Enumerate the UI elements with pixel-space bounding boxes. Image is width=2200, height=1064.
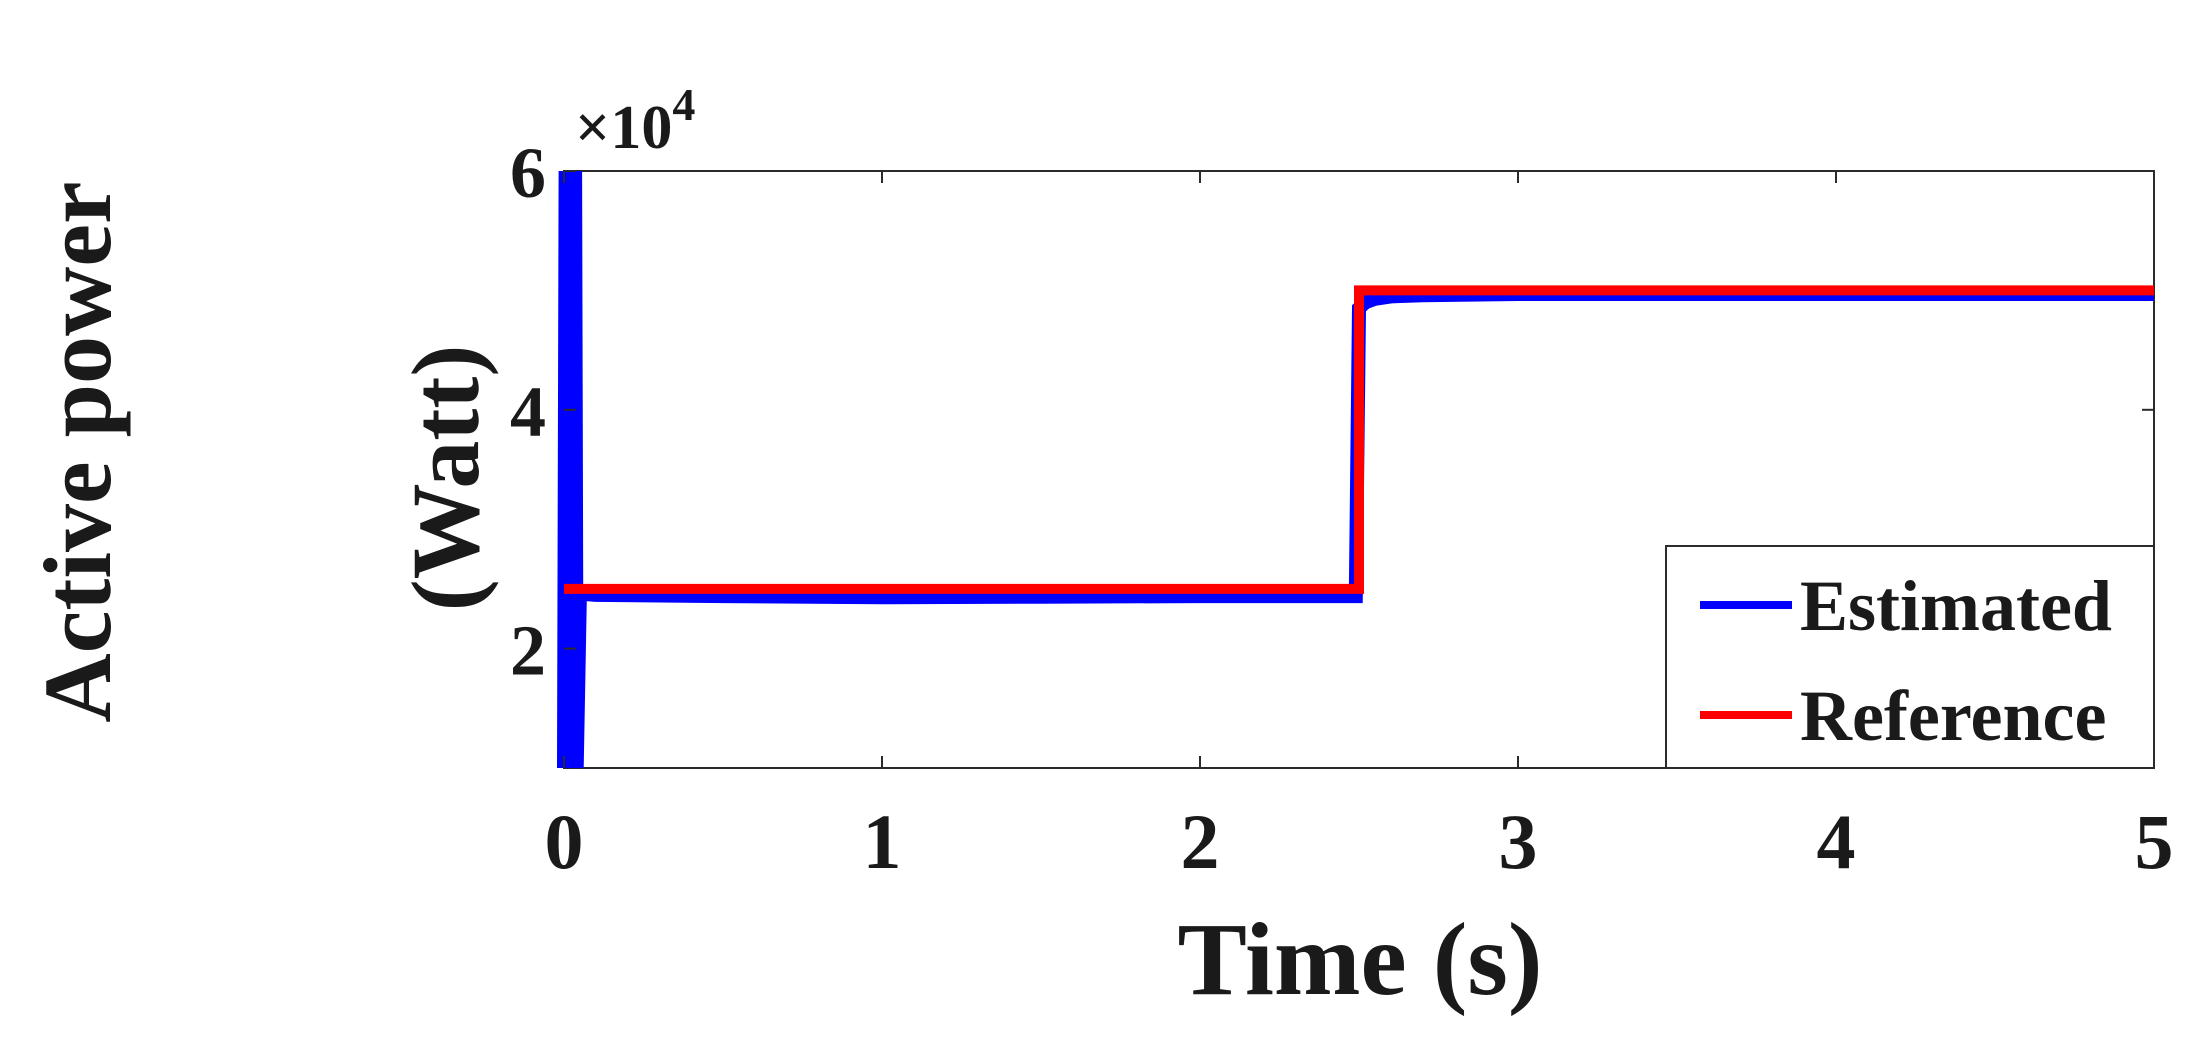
y-exponent-power: 4 <box>672 79 695 130</box>
x-tick-label: 0 <box>545 798 584 885</box>
series-layer <box>557 170 2154 769</box>
y-tick-label: 6 <box>510 133 546 213</box>
y-axis-label-line1: Active power <box>24 181 131 722</box>
x-tick-label: 4 <box>1817 798 1856 885</box>
ticks-layer: 0 1 2 3 4 5 2 4 6 <box>510 133 2174 885</box>
legend-box <box>1665 545 2155 769</box>
legend-label-reference: Reference <box>1800 676 2106 756</box>
x-tick-label: 1 <box>863 798 902 885</box>
x-tick-label: 3 <box>1499 798 1538 885</box>
legend-label-estimated: Estimated <box>1800 566 2112 646</box>
y-axis-label-line2: (Watt) <box>392 345 499 612</box>
y-exponent-label: ×104 <box>575 79 695 162</box>
x-axis-label: Time (s) <box>1178 902 1543 1017</box>
y-tick-label: 4 <box>510 372 546 452</box>
y-tick-label: 2 <box>510 611 546 691</box>
legend: Estimated Reference <box>1665 545 2155 769</box>
x-tick-label: 5 <box>2135 798 2174 885</box>
series-line-reference <box>564 285 2154 594</box>
x-tick-label: 2 <box>1181 798 1220 885</box>
